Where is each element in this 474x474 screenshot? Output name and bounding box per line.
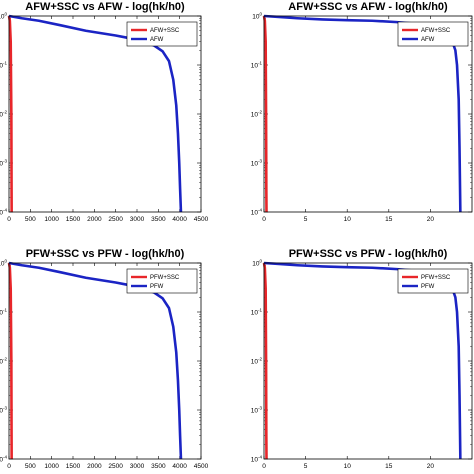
- x-tick-label: 15: [385, 216, 393, 223]
- axes-box: [8, 15, 202, 213]
- y-tick-label: 10-1: [251, 308, 263, 317]
- y-tick-label: 100: [0, 12, 7, 21]
- x-tick-label: 5: [304, 216, 308, 223]
- x-tick-label: 4000: [172, 216, 187, 223]
- legend-label: AFW: [421, 37, 435, 43]
- x-tick-label: 0: [262, 463, 266, 470]
- y-tick-label: 10-3: [0, 406, 7, 415]
- x-tick-label: 3500: [151, 216, 166, 223]
- series-line-pfw-ssc: [262, 262, 268, 460]
- x-tick-label: 500: [25, 216, 36, 223]
- y-tick-label: 10-2: [0, 110, 7, 119]
- axes-box: [8, 262, 202, 460]
- y-tick-label: 10-3: [0, 159, 7, 168]
- legend-label: AFW+SSC: [150, 28, 180, 34]
- y-tick-label: 100: [252, 259, 262, 268]
- x-tick-label: 1000: [44, 463, 59, 470]
- legend-label: AFW: [150, 37, 164, 43]
- legend-box: [397, 268, 469, 294]
- y-tick-label: 10-2: [0, 357, 7, 366]
- legend: AFW+SSC AFW: [397, 21, 469, 47]
- x-tick-label: 3000: [130, 463, 145, 470]
- x-tick-label: 20: [427, 216, 435, 223]
- axes-box: [263, 262, 473, 460]
- y-tick-label: 10-2: [251, 357, 263, 366]
- x-tick-label: 2000: [87, 216, 102, 223]
- y-tick-label: 100: [252, 12, 262, 21]
- chart-title: PFW+SSC vs PFW - log(hk/h0): [26, 248, 185, 260]
- x-tick-label: 5: [304, 463, 308, 470]
- y-tick-label: 10-1: [251, 61, 263, 70]
- x-tick-label: 4500: [194, 463, 209, 470]
- x-tick-label: 15: [385, 463, 393, 470]
- x-tick-label: 2500: [108, 463, 123, 470]
- y-tick-label: 100: [0, 259, 7, 268]
- chart-panel-2: AFW+SSC vs AFW - log(hk/h0) 0 5 10 15 20 10-4 1…: [251, 1, 473, 223]
- chart-panel-3: PFW+SSC vs PFW - log(hk/h0) 0 500 1000 1500 2…: [0, 248, 209, 470]
- legend-label: PFW: [150, 284, 164, 290]
- legend-box: [397, 21, 469, 47]
- legend-box: [126, 268, 198, 294]
- chart-title: AFW+SSC vs AFW - log(hk/h0): [25, 1, 185, 13]
- x-tick-label: 500: [25, 463, 36, 470]
- y-tick-label: 10-4: [0, 455, 7, 464]
- y-tick-label: 10-3: [251, 406, 263, 415]
- x-tick-label: 20: [427, 463, 435, 470]
- x-tick-label: 10: [344, 216, 352, 223]
- chart-title: PFW+SSC vs PFW - log(hk/h0): [289, 248, 448, 260]
- x-tick-label: 2500: [108, 216, 123, 223]
- axes-box: [263, 15, 473, 213]
- legend: PFW+SSC PFW: [126, 268, 198, 294]
- x-tick-label: 1500: [66, 463, 81, 470]
- x-tick-label: 0: [262, 216, 266, 223]
- y-tick-label: 10-3: [251, 159, 263, 168]
- legend-label: PFW+SSC: [150, 275, 180, 281]
- x-tick-label: 3000: [130, 216, 145, 223]
- legend-label: PFW+SSC: [421, 275, 451, 281]
- series-line-pfw-ssc: [7, 262, 13, 460]
- x-tick-label: 4500: [194, 216, 209, 223]
- x-tick-label: 1000: [44, 216, 59, 223]
- x-tick-label: 0: [7, 216, 11, 223]
- x-tick-label: 1500: [66, 216, 81, 223]
- series-line-pfw: [8, 261, 183, 460]
- legend-label: AFW+SSC: [421, 28, 451, 34]
- x-tick-label: 10: [344, 463, 352, 470]
- series-line-afw-ssc: [7, 15, 13, 213]
- x-tick-label: 2000: [87, 463, 102, 470]
- x-tick-label: 0: [7, 463, 11, 470]
- y-tick-label: 10-4: [0, 208, 7, 217]
- chart-panel-4: PFW+SSC vs PFW - log(hk/h0) 0 5 10 15 20 10-4 1…: [251, 248, 473, 470]
- legend: PFW+SSC PFW: [397, 268, 469, 294]
- legend-label: PFW: [421, 284, 435, 290]
- y-tick-label: 10-1: [0, 308, 7, 317]
- series-line-afw: [8, 14, 183, 213]
- x-tick-label: 3500: [151, 463, 166, 470]
- y-tick-label: 10-1: [0, 61, 7, 70]
- y-tick-label: 10-4: [251, 208, 263, 217]
- legend: AFW+SSC AFW: [126, 21, 198, 47]
- y-tick-label: 10-4: [251, 455, 263, 464]
- y-tick-label: 10-2: [251, 110, 263, 119]
- x-tick-label: 4000: [172, 463, 187, 470]
- chart-panel-1: AFW+SSC vs AFW - log(hk/h0) 0 500 1000 1500 2…: [0, 1, 209, 223]
- legend-box: [126, 21, 198, 47]
- chart-title: AFW+SSC vs AFW - log(hk/h0): [288, 1, 448, 13]
- series-line-afw-ssc: [262, 15, 268, 213]
